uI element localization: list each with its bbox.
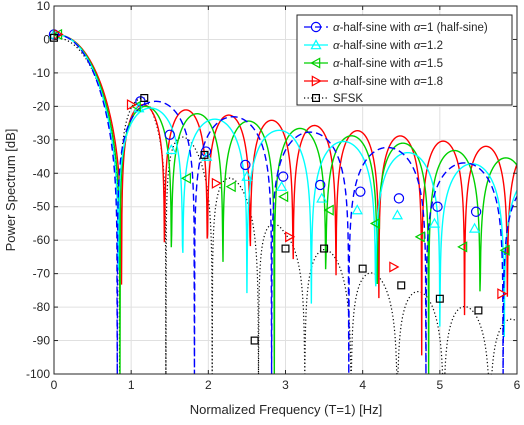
series-line-4 bbox=[54, 37, 518, 375]
legend-alpha-symbol: α bbox=[414, 76, 421, 88]
legend-entry-3: α-half-sine with α=1.8 bbox=[333, 76, 443, 88]
series-line-1 bbox=[54, 33, 518, 338]
ticks-layer: 0 1 2 3 4 5 6 10 0 -10 -20 -30 -40 -50 -60 -70 -80 -90 -10… bbox=[26, 0, 521, 392]
series-1-marker-9 bbox=[428, 217, 441, 228]
series-0-marker-6 bbox=[315, 179, 326, 191]
series-1-marker-5 bbox=[276, 180, 288, 191]
series-2-marker-2 bbox=[180, 172, 192, 184]
legend-marker-3 bbox=[311, 75, 322, 87]
series-2-marker-9 bbox=[499, 244, 510, 256]
legend-entry-4: SFSK bbox=[333, 93, 363, 105]
y-axis-label: Power Spectrum [dB] bbox=[3, 129, 18, 252]
series-0-marker-2 bbox=[164, 129, 175, 140]
legend-entry-1: α-half-sine with α=1.2 bbox=[333, 40, 443, 52]
legend-marker-2 bbox=[310, 57, 321, 69]
series-4-marker-7 bbox=[397, 281, 406, 290]
y-tick-label: -100 bbox=[26, 367, 50, 381]
legend-box bbox=[296, 14, 513, 106]
series-2-marker-1 bbox=[130, 100, 141, 112]
series-line-3 bbox=[54, 33, 518, 356]
y-tick-label: -80 bbox=[33, 300, 51, 314]
series-1-marker-8 bbox=[391, 209, 404, 220]
legend-alpha-symbol: α bbox=[414, 58, 421, 70]
y-tick-label: -40 bbox=[33, 166, 51, 180]
series-1-marker-1 bbox=[133, 102, 145, 113]
legend-marker-1 bbox=[310, 39, 322, 50]
legend-entry-2: α-half-sine with α=1.5 bbox=[333, 58, 443, 70]
series-4-marker-1 bbox=[140, 93, 149, 102]
x-tick-label: 0 bbox=[51, 378, 58, 392]
series-0-marker-4 bbox=[240, 159, 251, 171]
series-1-marker-3 bbox=[201, 150, 213, 161]
y-tick-label: 10 bbox=[37, 0, 51, 13]
legend: α-half-sine with α=1 (half-sine)α-half-s… bbox=[296, 14, 513, 106]
series-4-marker-2 bbox=[200, 150, 209, 159]
series-0-marker-5 bbox=[277, 171, 289, 182]
legend-alpha-symbol: α bbox=[414, 40, 421, 52]
series-3-marker-5 bbox=[497, 288, 508, 300]
x-tick-label: 4 bbox=[359, 378, 366, 392]
legend-marker-4 bbox=[312, 93, 321, 102]
y-tick-label: 0 bbox=[43, 32, 50, 46]
legend-alpha-symbol: α bbox=[333, 76, 340, 88]
series-1-marker-6 bbox=[316, 192, 328, 203]
series-1-marker-4 bbox=[241, 170, 253, 181]
series-3-marker-4 bbox=[389, 261, 400, 273]
legend-entry-text: -half-sine with bbox=[340, 40, 414, 52]
series-1-marker-7 bbox=[351, 204, 363, 215]
legend-marker-0 bbox=[310, 21, 322, 33]
x-axis-label: Normalized Frequency (T=1) [Hz] bbox=[190, 402, 383, 417]
series-4-marker-4 bbox=[281, 244, 290, 253]
series-0-marker-9 bbox=[432, 201, 443, 212]
series-0-marker-7 bbox=[355, 186, 366, 197]
series-0-marker-10 bbox=[470, 206, 482, 217]
legend-alpha-symbol: α bbox=[333, 40, 340, 52]
x-tick-label: 2 bbox=[205, 378, 212, 392]
y-tick-label: -10 bbox=[33, 66, 51, 80]
legend-alpha-value: =1 (half-sine) bbox=[420, 22, 488, 34]
series-1-marker-10 bbox=[468, 222, 481, 233]
x-tick-label: 6 bbox=[514, 378, 521, 392]
series-2-marker-7 bbox=[414, 231, 425, 243]
series-2-marker-6 bbox=[369, 217, 381, 230]
series-3-marker-1 bbox=[126, 99, 138, 111]
legend-alpha-value: =1.5 bbox=[420, 58, 443, 70]
legend-entry-text: -half-sine with bbox=[340, 76, 414, 88]
legend-alpha-symbol: α bbox=[414, 22, 421, 34]
legend-entry-text: -half-sine with bbox=[340, 58, 414, 70]
x-tick-label: 1 bbox=[128, 378, 135, 392]
y-tick-label: -30 bbox=[33, 133, 51, 147]
legend-entry-text: -half-sine with bbox=[340, 22, 414, 34]
x-tick-label: 3 bbox=[282, 378, 289, 392]
legend-entry-0: α-half-sine with α=1 (half-sine) bbox=[333, 22, 488, 34]
legend-alpha-symbol: α bbox=[333, 22, 340, 34]
series-4-marker-3 bbox=[250, 336, 259, 345]
series-2-marker-3 bbox=[225, 181, 236, 193]
series-3-marker-3 bbox=[285, 231, 296, 243]
y-tick-label: -70 bbox=[33, 267, 51, 281]
legend-alpha-symbol: α bbox=[333, 58, 340, 70]
series-3-marker-2 bbox=[211, 177, 222, 189]
series-2-marker-5 bbox=[323, 204, 334, 216]
curves-layer bbox=[54, 33, 518, 375]
series-2-marker-8 bbox=[457, 241, 468, 253]
legend-alpha-value: =1.2 bbox=[420, 40, 443, 52]
series-4-marker-8 bbox=[435, 294, 444, 303]
series-1-marker-2 bbox=[165, 144, 177, 155]
legend-alpha-value: =1.8 bbox=[420, 76, 443, 88]
y-tick-label: -90 bbox=[33, 334, 51, 348]
series-0-marker-8 bbox=[393, 193, 405, 204]
series-2-marker-4 bbox=[278, 191, 289, 203]
y-tick-label: -50 bbox=[33, 200, 51, 214]
series-line-0 bbox=[54, 33, 518, 375]
series-4-marker-9 bbox=[474, 306, 483, 315]
y-tick-label: -60 bbox=[33, 233, 51, 247]
series-4-marker-6 bbox=[358, 264, 367, 273]
x-tick-label: 5 bbox=[436, 378, 443, 392]
series-4-marker-5 bbox=[320, 244, 329, 253]
y-tick-label: -20 bbox=[33, 99, 51, 113]
